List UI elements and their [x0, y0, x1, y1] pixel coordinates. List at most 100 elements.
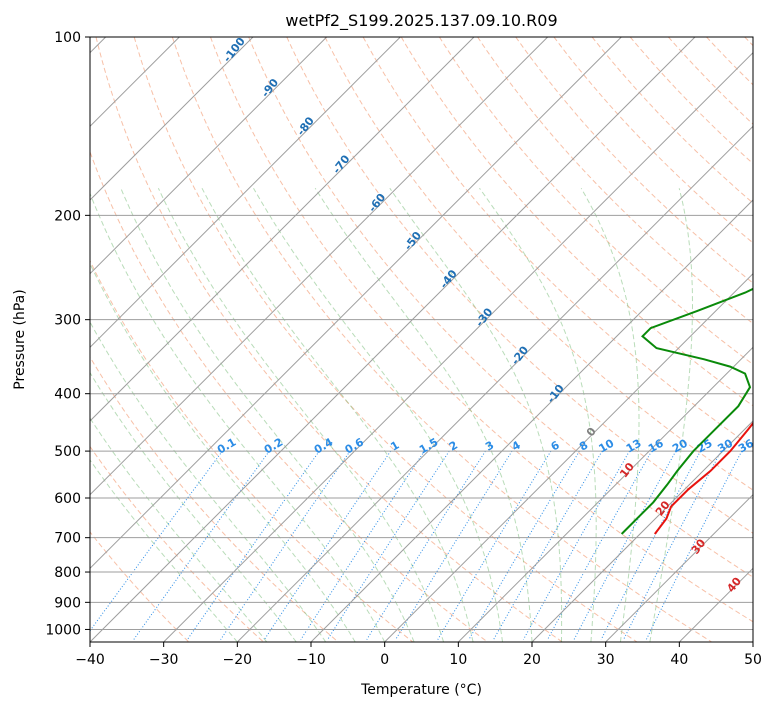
- dry-adiabat-label: 30: [689, 536, 709, 556]
- dry-adiabat-label: -90: [259, 76, 282, 100]
- dry-adiabat-line: [95, 37, 563, 642]
- moist-adiabat-line: [201, 187, 474, 642]
- moist-adiabat-line: [90, 417, 268, 642]
- moist-adiabat-line: [90, 459, 238, 642]
- y-tick-label: 800: [54, 565, 81, 581]
- chart-title: wetPf2_S199.2025.137.09.10.R09: [285, 11, 557, 31]
- dry-adiabat-label: -100: [221, 35, 248, 65]
- isotherm-gridline: [310, 199, 753, 642]
- dry-adiabat-line: [591, 37, 753, 204]
- mixing-ratio-label: 1.5: [417, 436, 440, 457]
- mixing-ratio-label: 0.1: [215, 436, 238, 457]
- dry-adiabat-label: -10: [544, 382, 567, 406]
- temperature-profile: [654, 421, 753, 535]
- y-tick-label: 900: [54, 595, 81, 611]
- mixing-ratio-line: [90, 450, 223, 632]
- moist-adiabats: [90, 187, 693, 642]
- x-tick-label: −40: [75, 652, 105, 668]
- x-axis-label: Temperature (°C): [360, 682, 482, 698]
- y-tick-label: 100: [54, 30, 81, 46]
- x-tick-label: 30: [597, 652, 615, 668]
- mixing-ratio-line: [327, 450, 450, 640]
- mixing-ratio-line: [186, 450, 320, 640]
- moist-adiabat-line: [90, 192, 386, 642]
- x-tick-label: 20: [523, 652, 541, 668]
- x-tick-label: 50: [744, 652, 762, 668]
- mixing-ratio-label: 0.2: [262, 436, 285, 457]
- y-tick-label: 700: [54, 531, 81, 547]
- mixing-ratio-label: 0.4: [312, 435, 336, 456]
- isotherm-gridline: [90, 37, 475, 422]
- isotherm-gridline: [163, 51, 753, 642]
- isotherm-gridline: [384, 272, 753, 642]
- isotherm-gridline: [90, 37, 549, 496]
- dry-adiabat-line: [400, 37, 753, 407]
- y-tick-label: 400: [54, 387, 81, 403]
- moist-adiabat-line: [253, 187, 503, 642]
- dry-adiabats: [90, 37, 753, 642]
- isotherm-gridline: [90, 37, 401, 349]
- mixing-ratio-line: [395, 450, 513, 640]
- x-tick-label: −20: [223, 652, 253, 668]
- mixing-ratio-label: 10: [596, 436, 616, 455]
- dry-adiabat-line: [286, 37, 753, 534]
- moist-adiabat-line: [314, 187, 533, 642]
- isotherm-gridlines: [90, 37, 753, 642]
- x-axis: −40 −30 −20 −10 0 10 20 30 40 50: [75, 642, 762, 668]
- dry-adiabat-line: [210, 37, 753, 623]
- y-tick-label: 1000: [45, 622, 81, 638]
- x-tick-label: −30: [149, 652, 179, 668]
- mixing-ratio-line: [468, 450, 580, 640]
- mixing-ratio-line: [437, 450, 552, 640]
- isotherm-gridline: [90, 37, 254, 201]
- dry-adiabat-line: [90, 150, 488, 642]
- dry-adiabat-line: [133, 37, 638, 642]
- dry-adiabat-label: 40: [724, 575, 744, 595]
- profile-series: [620, 287, 753, 535]
- mixing-ratio-label: 36: [736, 436, 756, 455]
- dewpoint-profile: [620, 287, 753, 535]
- isotherm-gridline: [90, 37, 622, 570]
- plot-frame: [89, 36, 754, 643]
- x-tick-label: 10: [449, 652, 467, 668]
- dry-adiabat-label: -20: [509, 343, 532, 367]
- isotherm-gridline: [90, 37, 696, 642]
- isotherm-gridline: [752, 641, 753, 642]
- dry-adiabat-label: 10: [617, 460, 637, 480]
- isotherm-gridline: [457, 346, 753, 642]
- mixing-ratio-label: 0.6: [343, 435, 367, 456]
- mixing-ratio-line: [263, 450, 392, 640]
- mixing-ratio-line: [366, 450, 486, 640]
- isotherm-gridline: [605, 493, 753, 642]
- dry-adiabat-line: [90, 259, 414, 642]
- isotherm-gridline: [531, 420, 753, 642]
- mixing-ratio-line: [133, 450, 270, 640]
- mixing-ratio-line: [547, 450, 653, 640]
- dry-adiabat-label: -60: [366, 191, 389, 215]
- mixing-ratio-line: [522, 450, 630, 640]
- dry-adiabat-line: [553, 37, 753, 244]
- dry-adiabat-line: [706, 37, 753, 86]
- moist-adiabat-line: [90, 321, 327, 642]
- dry-adiabat-line: [362, 37, 753, 449]
- moist-adiabat-line: [90, 262, 356, 642]
- moist-adiabat-line: [120, 188, 415, 642]
- x-tick-label: 40: [670, 652, 688, 668]
- dry-adiabat-line: [438, 37, 753, 365]
- dry-adiabat-line: [90, 445, 264, 642]
- mixing-ratio-line: [600, 450, 701, 640]
- y-tick-label: 200: [54, 208, 81, 224]
- y-tick-label: 600: [54, 491, 81, 507]
- isopleth-labels: 0.1 0.2 0.4 0.6 1 1.5 2 3 4 6 8 10 13 16 20 25 30 36-100-…: [215, 35, 756, 595]
- dry-adiabat-label: -70: [330, 152, 353, 176]
- mixing-ratio-label: 13: [624, 437, 644, 456]
- y-axis-label: Pressure (hPa): [12, 289, 28, 389]
- moist-adiabat-line: [580, 187, 640, 642]
- y-tick-label: 300: [54, 313, 81, 329]
- mixing-ratio-line: [493, 450, 603, 640]
- dry-adiabat-line: [90, 531, 190, 642]
- moist-adiabat-line: [389, 187, 563, 642]
- dry-adiabat-line: [629, 37, 753, 165]
- isobar-gridlines: [90, 37, 753, 630]
